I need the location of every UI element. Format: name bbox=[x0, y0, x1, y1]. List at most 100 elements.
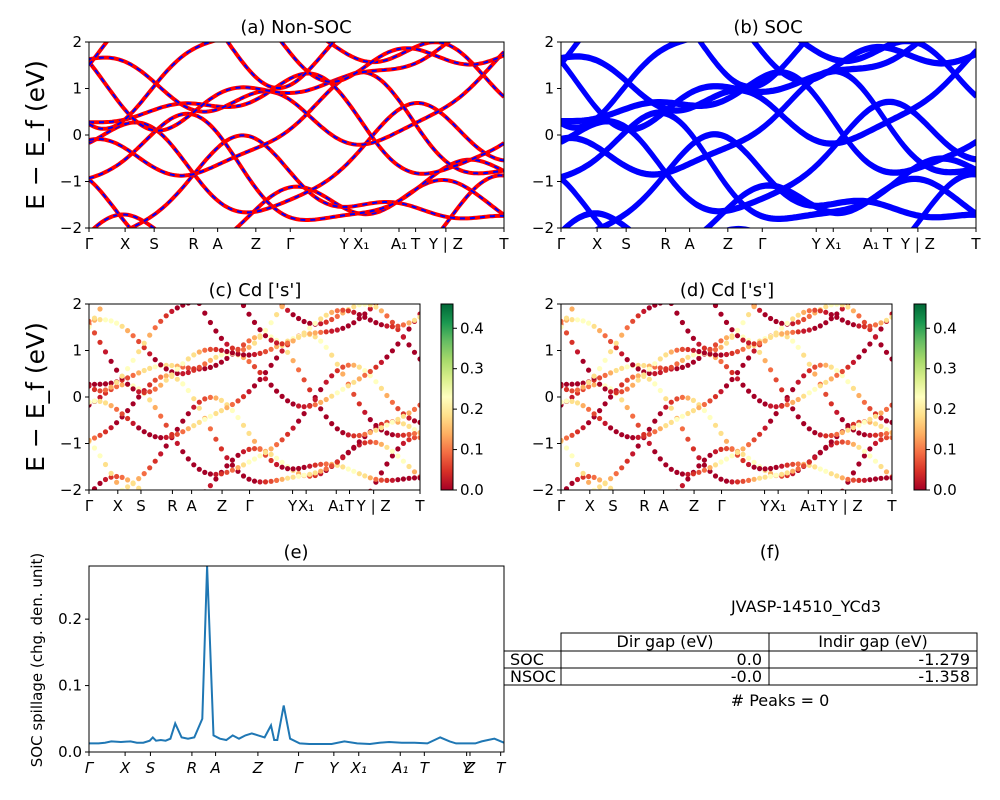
projection-point bbox=[685, 395, 691, 401]
projection-point bbox=[707, 452, 713, 458]
projection-point bbox=[268, 320, 274, 326]
projection-point bbox=[883, 427, 890, 433]
projection-point bbox=[734, 376, 741, 382]
projection-point bbox=[823, 379, 829, 385]
projection-point bbox=[801, 463, 807, 469]
projection-point bbox=[180, 361, 186, 367]
projection-point bbox=[97, 398, 103, 404]
projection-point bbox=[729, 350, 735, 356]
projection-point bbox=[285, 466, 291, 472]
projection-point bbox=[784, 397, 790, 403]
projection-point bbox=[103, 298, 108, 303]
projection-point bbox=[657, 369, 663, 376]
gap-table: Dir gap (eV) Indir gap (eV) SOC 0.0 -1.2… bbox=[503, 632, 978, 686]
projection-point bbox=[630, 413, 636, 419]
projection-point bbox=[619, 432, 625, 438]
projection-point bbox=[834, 314, 840, 320]
projection-point bbox=[734, 479, 741, 485]
projection-point bbox=[180, 304, 186, 308]
projection-point bbox=[136, 370, 142, 376]
projection-point bbox=[262, 376, 269, 382]
projection-point bbox=[196, 466, 202, 472]
projection-point bbox=[251, 335, 258, 341]
projection-point bbox=[861, 419, 868, 425]
projection-point bbox=[635, 373, 641, 379]
panel-c-ytick-label: 1 bbox=[72, 342, 82, 360]
projection-point bbox=[202, 361, 208, 367]
projection-point bbox=[751, 348, 757, 354]
projection-point bbox=[878, 326, 884, 332]
projection-point bbox=[779, 325, 785, 331]
projection-point bbox=[318, 399, 324, 405]
projection-point bbox=[779, 320, 785, 326]
projection-point bbox=[218, 359, 224, 365]
projection-point bbox=[861, 448, 868, 454]
projection-point bbox=[746, 312, 752, 318]
projection-point bbox=[213, 328, 219, 334]
projection-point bbox=[641, 362, 647, 369]
projection-point bbox=[657, 411, 663, 417]
projection-point bbox=[707, 398, 713, 404]
projection-point bbox=[290, 338, 296, 344]
projection-point bbox=[812, 455, 818, 461]
projection-point bbox=[285, 475, 291, 481]
panel-a-xtick-label: Y bbox=[339, 235, 350, 253]
projection-point bbox=[613, 345, 619, 351]
projection-point bbox=[768, 315, 774, 322]
projection-point bbox=[251, 319, 258, 325]
projection-point bbox=[740, 362, 746, 368]
projection-point bbox=[395, 477, 401, 483]
projection-point bbox=[213, 395, 219, 401]
projection-point bbox=[213, 476, 219, 482]
projection-point bbox=[296, 473, 302, 479]
panel-e-xtick-label: A₁ bbox=[391, 759, 408, 777]
projection-point bbox=[334, 361, 340, 367]
projection-point bbox=[351, 433, 357, 439]
projection-point bbox=[130, 357, 136, 363]
projection-point bbox=[251, 438, 258, 444]
projection-point bbox=[141, 340, 147, 346]
projection-point bbox=[652, 361, 658, 367]
projection-point bbox=[307, 403, 313, 409]
projection-point bbox=[268, 478, 274, 484]
projection-point bbox=[646, 305, 652, 311]
projection-point bbox=[91, 315, 98, 321]
projection-point bbox=[701, 457, 708, 463]
projection-point bbox=[768, 367, 774, 373]
projection-point bbox=[340, 364, 346, 370]
projection-point bbox=[213, 410, 219, 417]
projection-point bbox=[718, 389, 724, 395]
projection-point bbox=[828, 432, 834, 439]
projection-point bbox=[646, 366, 652, 372]
projection-point bbox=[812, 430, 818, 436]
projection-point bbox=[712, 304, 719, 309]
gap-table-cell: -1.358 bbox=[918, 667, 970, 686]
projection-point bbox=[828, 316, 834, 322]
projection-point bbox=[746, 455, 752, 461]
projection-point bbox=[174, 431, 180, 437]
panel-b-xtick-label: A₁ bbox=[863, 235, 879, 253]
panel-a-xtick-label: A bbox=[213, 235, 224, 253]
projection-point bbox=[290, 474, 296, 480]
projection-point bbox=[569, 388, 575, 394]
projection-point bbox=[334, 327, 340, 333]
projection-point bbox=[839, 429, 845, 436]
band-line bbox=[561, 42, 920, 130]
projection-point bbox=[701, 407, 708, 414]
projection-point bbox=[635, 362, 641, 368]
panel-a-xtick-label: Γ bbox=[286, 235, 295, 253]
projection-point bbox=[613, 340, 619, 346]
projection-point bbox=[663, 396, 669, 402]
projection-point bbox=[768, 473, 774, 479]
projection-point bbox=[229, 467, 235, 473]
projection-point bbox=[883, 317, 890, 323]
panel-b-xtick-label: Y bbox=[811, 235, 822, 253]
band-line bbox=[705, 178, 976, 228]
projection-point bbox=[795, 329, 801, 335]
projection-point bbox=[839, 475, 845, 481]
projection-point bbox=[823, 304, 829, 310]
projection-point bbox=[362, 372, 368, 378]
projection-point bbox=[624, 458, 630, 464]
projection-point bbox=[290, 358, 296, 364]
projection-point bbox=[668, 304, 674, 306]
